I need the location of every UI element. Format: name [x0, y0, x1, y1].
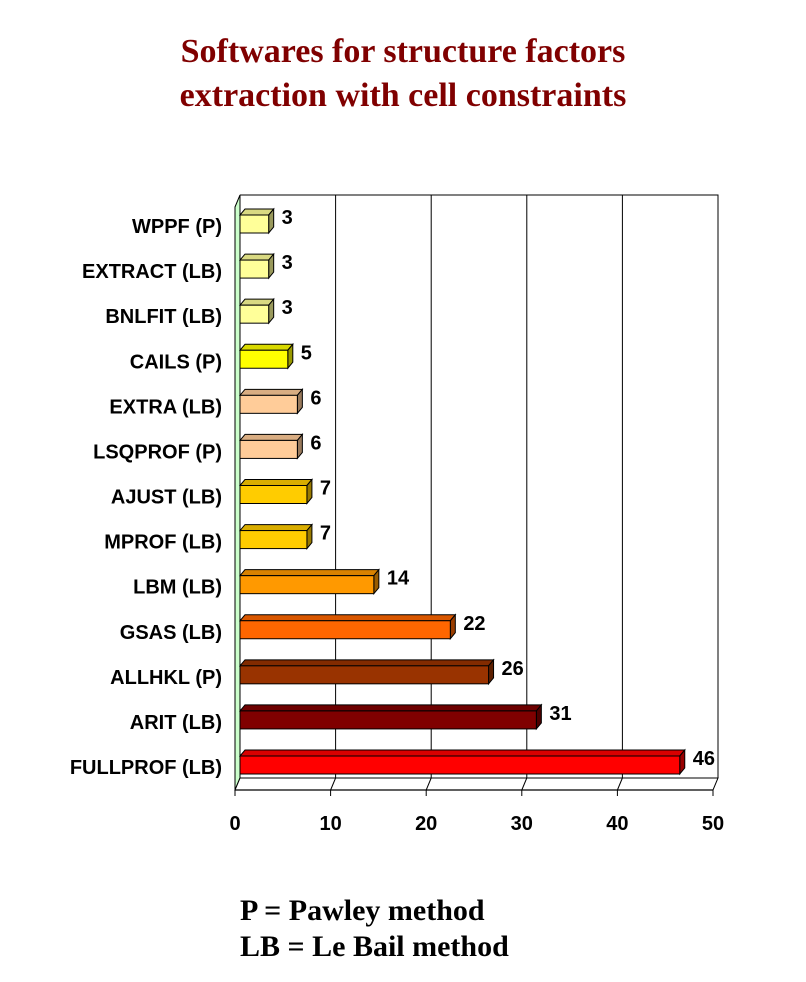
x-tick-label: 40: [606, 813, 628, 835]
bar: [239, 394, 298, 414]
floor-gridline: [616, 777, 623, 791]
x-tick-label: 20: [415, 813, 437, 835]
chart-title-line-1: Softwares for structure factors: [180, 33, 626, 70]
bar: [239, 620, 451, 640]
bar-top: [238, 253, 275, 261]
floor-gridline: [521, 777, 528, 791]
bar-top: [238, 749, 686, 757]
bar-top: [238, 343, 294, 351]
category-label: FULLPROF (LB): [70, 757, 222, 779]
data-label: 5: [301, 342, 312, 364]
bar: [239, 710, 537, 730]
data-label: 7: [320, 523, 331, 545]
x-tick-label: 50: [702, 813, 724, 835]
category-label: EXTRACT (LB): [82, 261, 222, 283]
bar-top: [238, 524, 313, 532]
data-label: 3: [282, 207, 293, 229]
bar-top: [238, 569, 380, 577]
data-label: 7: [320, 478, 331, 500]
back-wall-frame: [240, 194, 719, 778]
bar: [239, 575, 375, 595]
category-label: ALLHKL (P): [110, 667, 222, 689]
chart-title: Softwares for structure factors extracti…: [0, 30, 806, 118]
category-label: WPPF (P): [132, 216, 222, 238]
data-label: 6: [310, 387, 321, 409]
data-label: 31: [549, 703, 571, 725]
data-label: 14: [387, 568, 410, 590]
category-label: MPROF (LB): [104, 532, 222, 554]
data-label: 22: [463, 613, 485, 635]
category-label: BNLFIT (LB): [105, 306, 222, 328]
x-tick-label: 10: [319, 813, 341, 835]
bar-top: [238, 704, 543, 712]
data-label: 26: [502, 658, 524, 680]
category-label: AJUST (LB): [111, 487, 222, 509]
category-label: LBM (LB): [133, 577, 222, 599]
lebail-note: LB = Le Bail method: [240, 930, 509, 963]
bar: [239, 304, 270, 324]
bar-top: [238, 659, 495, 667]
bar: [239, 665, 490, 685]
bar-top: [238, 208, 275, 216]
bar: [239, 439, 298, 459]
side-wall: [234, 194, 241, 791]
bar-top: [238, 433, 304, 441]
category-label: CAILS (P): [130, 351, 222, 373]
category-label: LSQPROF (P): [93, 441, 222, 463]
category-label: ARIT (LB): [130, 712, 222, 734]
data-label: 3: [282, 252, 293, 274]
bar: [239, 349, 289, 369]
data-label: 3: [282, 297, 293, 319]
x-tick-label: 0: [229, 813, 240, 835]
x-tick-label: 30: [511, 813, 533, 835]
method-legend: P = Pawley method LB = Le Bail method: [240, 893, 509, 965]
bar: [239, 485, 308, 504]
chart-title-line-2: extraction with cell constraints: [179, 77, 627, 114]
bar-top: [238, 388, 304, 396]
pawley-note: P = Pawley method: [240, 894, 485, 927]
floor: [234, 777, 719, 791]
bar: [239, 214, 270, 234]
bar: [239, 530, 308, 550]
bar-top: [238, 614, 457, 622]
bar: [239, 259, 270, 279]
floor-gridline: [425, 777, 432, 791]
data-label: 46: [693, 748, 715, 770]
bar-top: [238, 298, 275, 306]
category-label: EXTRA (LB): [109, 396, 222, 418]
category-label: GSAS (LB): [120, 622, 222, 644]
bar: [239, 755, 681, 775]
bar-top: [238, 479, 313, 486]
data-label: 6: [310, 432, 321, 454]
floor-gridline: [330, 777, 337, 791]
